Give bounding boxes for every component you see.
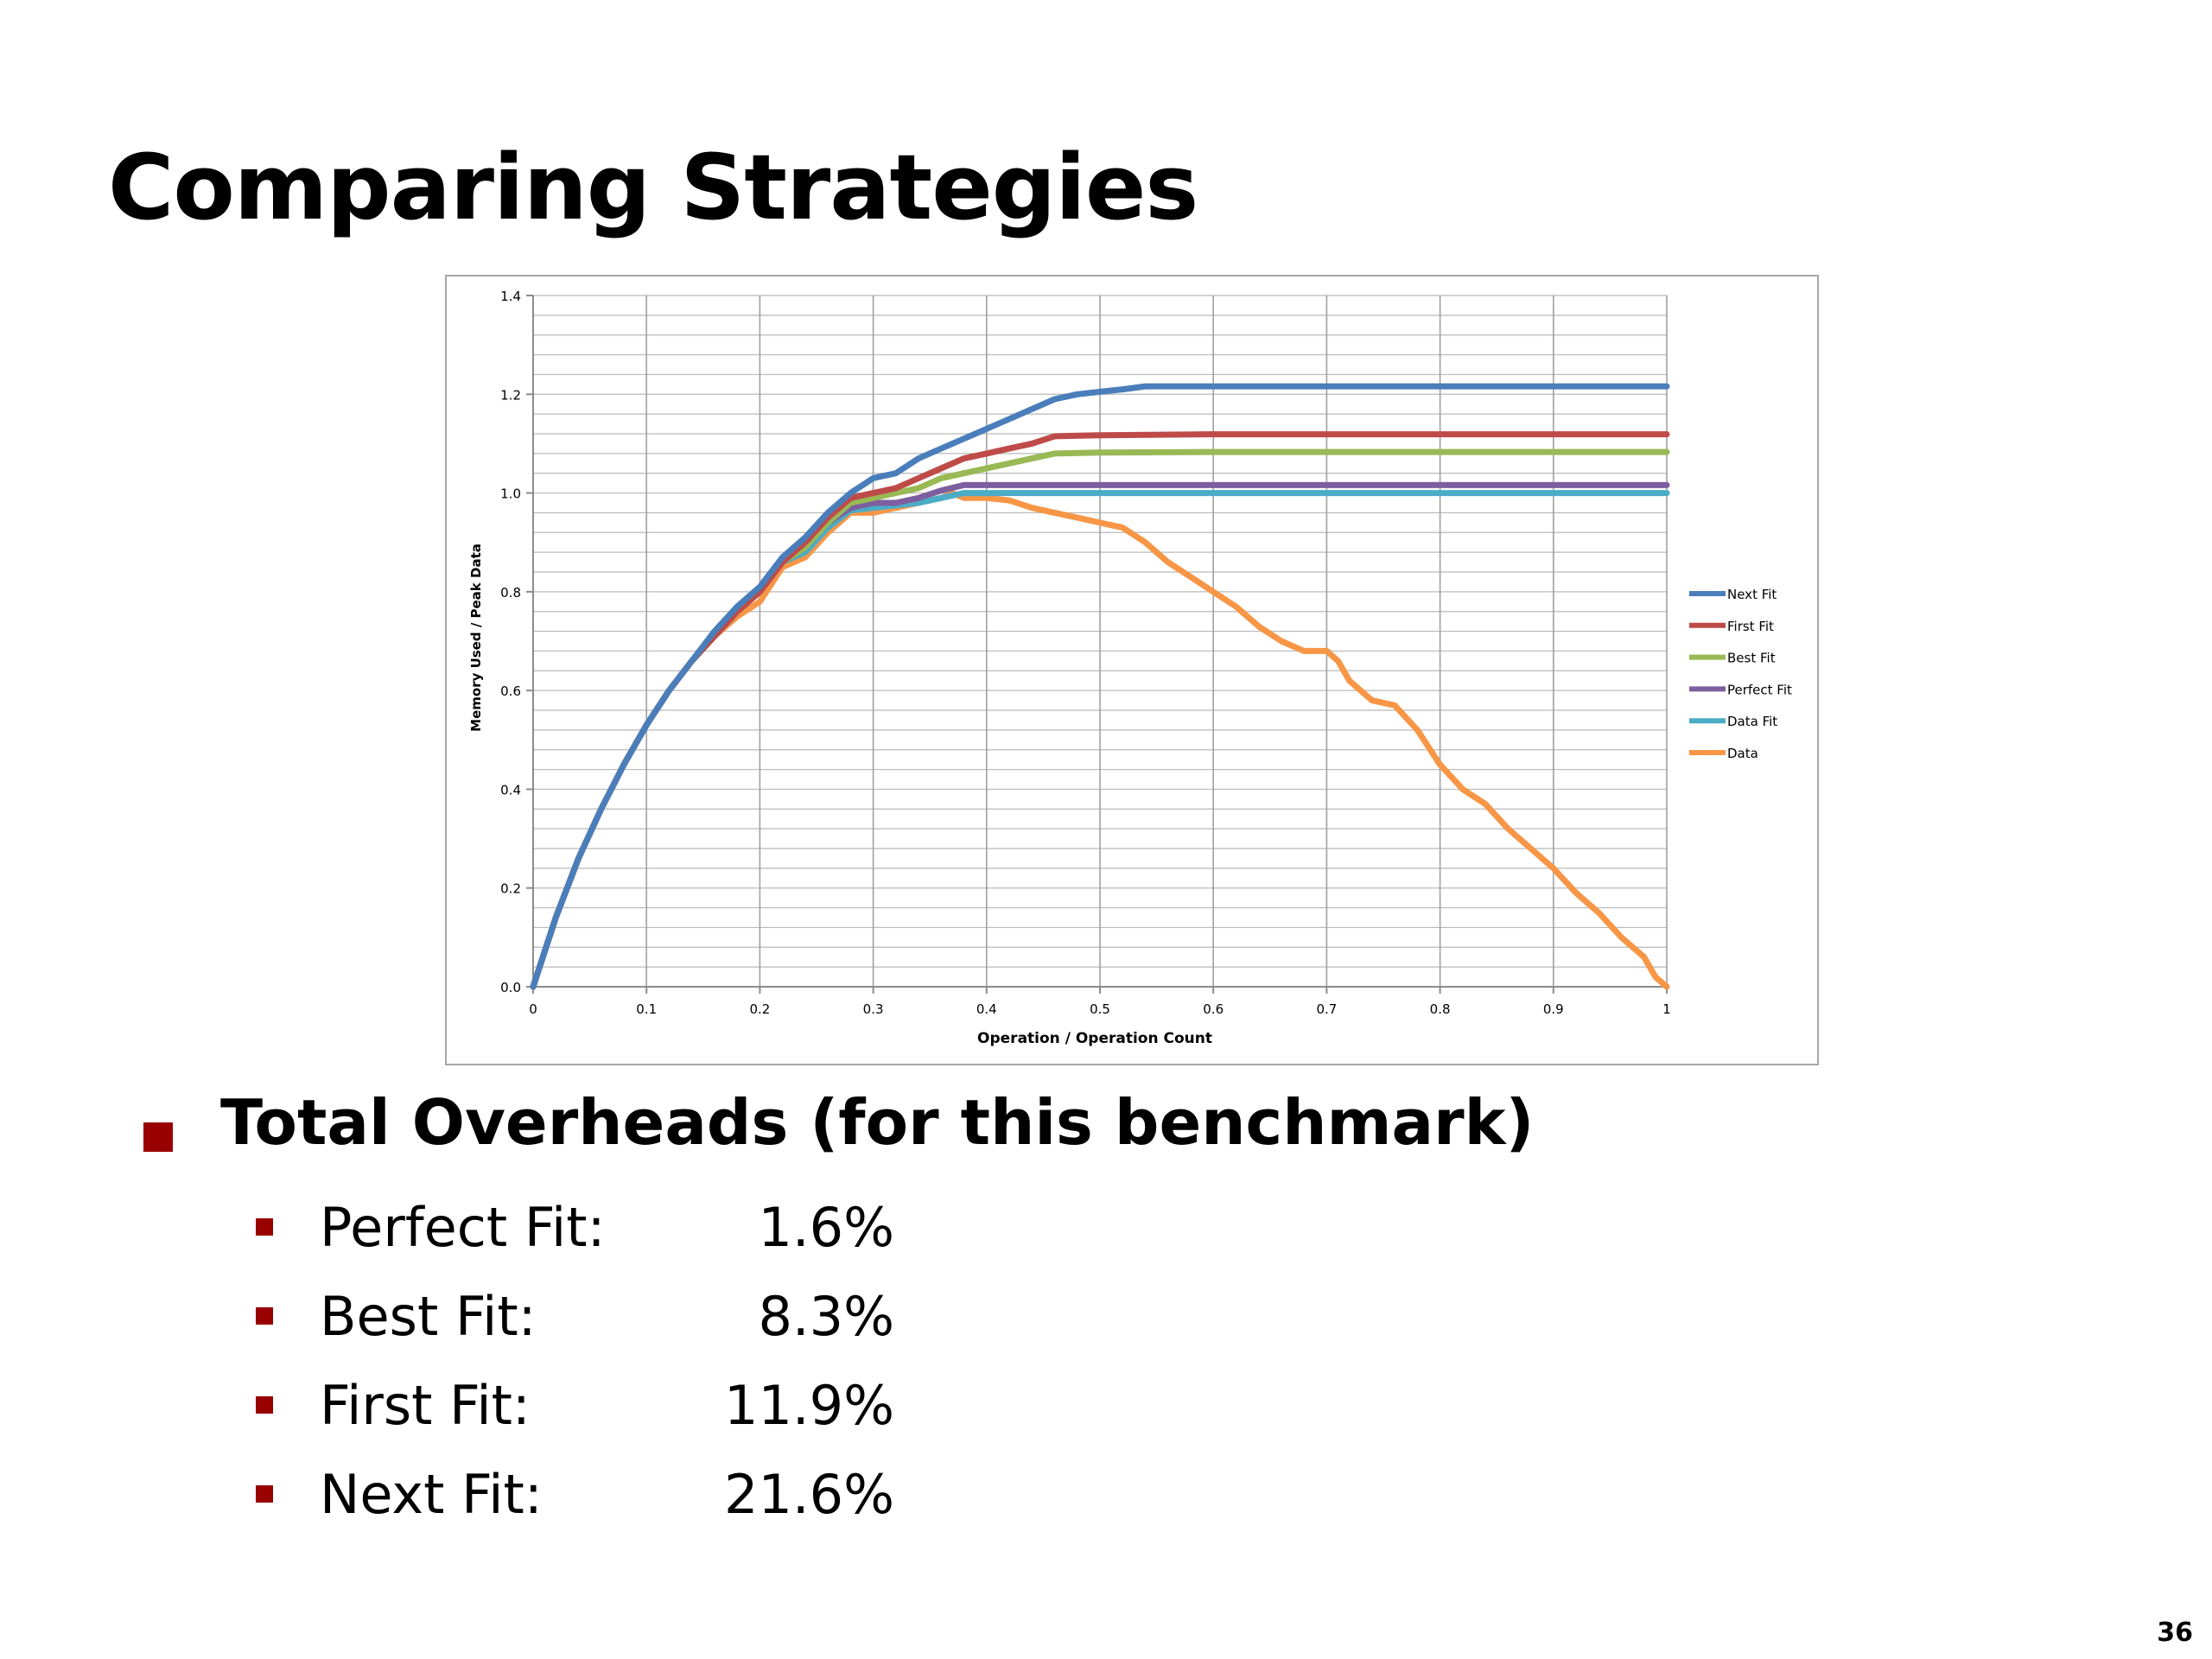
x-tick-label: 0.3 bbox=[863, 1001, 884, 1017]
y-tick-label: 0.0 bbox=[500, 980, 521, 995]
series-lines bbox=[530, 383, 1670, 990]
x-axis-label: Operation / Operation Count bbox=[977, 1030, 1212, 1047]
x-tick-label: 0.8 bbox=[1430, 1001, 1451, 1017]
bullet-square-icon bbox=[143, 1122, 173, 1152]
legend-label: Perfect Fit bbox=[1727, 682, 1792, 697]
legend-label: Best Fit bbox=[1727, 651, 1776, 666]
x-tick-label: 0.2 bbox=[749, 1001, 770, 1017]
overhead-value: 11.9% bbox=[724, 1374, 894, 1437]
overhead-label: Best Fit: bbox=[320, 1285, 537, 1348]
y-tick-label: 0.6 bbox=[500, 683, 521, 699]
overhead-item-next-fit: Next Fit: 21.6% bbox=[0, 1464, 2212, 1541]
y-axis-label: Memory Used / Peak Data bbox=[468, 543, 484, 732]
memory-usage-chart: 0.00.20.40.60.81.01.21.4 0 0.1 0.2 0.3 0.4 0.… bbox=[468, 289, 1792, 1047]
overhead-label: Next Fit: bbox=[320, 1463, 543, 1526]
bullet-square-icon bbox=[256, 1307, 273, 1325]
x-tick-label: 0.6 bbox=[1203, 1001, 1224, 1017]
overhead-label: First Fit: bbox=[320, 1374, 531, 1437]
x-tick-label: 0 bbox=[529, 1001, 537, 1017]
overheads-heading: Total Overheads (for this benchmark) bbox=[220, 1086, 1535, 1159]
legend-label: Data Fit bbox=[1727, 714, 1777, 729]
legend-label: Data bbox=[1727, 746, 1758, 761]
overhead-label: Perfect Fit: bbox=[320, 1196, 606, 1259]
overhead-value: 1.6% bbox=[758, 1196, 894, 1259]
x-tick-label: 0.9 bbox=[1543, 1001, 1564, 1017]
y-tick-labels: 0.0 0.2 0.4 0.6 0.8 1.0 1.2 1.4 bbox=[500, 289, 533, 995]
overhead-item-best-fit: Best Fit: 8.3% bbox=[0, 1286, 2212, 1363]
page-number: 36 bbox=[2157, 1618, 2193, 1648]
overhead-value: 8.3% bbox=[758, 1285, 894, 1348]
chart-frame: 0.0 0.2 0.4 0.6 0.8 1.0 1.2 1.4 0 0.1 0.2 0.3 0.4 0.… bbox=[445, 275, 1819, 1065]
bullet-square-icon bbox=[256, 1218, 273, 1236]
legend-label: First Fit bbox=[1727, 619, 1774, 634]
y-tick-label: 1.2 bbox=[500, 387, 521, 403]
major-gridlines bbox=[645, 296, 1668, 987]
bullet-square-icon bbox=[256, 1485, 273, 1503]
x-tick-label: 0.5 bbox=[1090, 1001, 1110, 1017]
overhead-item-perfect-fit: Perfect Fit: 1.6% bbox=[0, 1197, 2212, 1274]
y-tick-label: 1.0 bbox=[500, 486, 521, 502]
y-tick-label: 0.4 bbox=[500, 782, 521, 798]
series-line-next-fit bbox=[530, 383, 1670, 990]
y-tick-label: 0.2 bbox=[500, 881, 521, 897]
overhead-item-first-fit: First Fit: 11.9% bbox=[0, 1375, 2212, 1452]
y-tick-label: 0.8 bbox=[500, 585, 521, 601]
chart-legend: Next Fit First Fit Best Fit Perfect Fit Data… bbox=[1689, 587, 1792, 761]
legend-label: Next Fit bbox=[1727, 587, 1777, 602]
x-tick-label: 0.4 bbox=[976, 1001, 997, 1017]
x-tick-labels: 0 0.1 0.2 0.3 0.4 0.5 0.6 0.7 0.8 0.9 1 bbox=[529, 987, 1671, 1017]
x-tick-label: 1 bbox=[1662, 1001, 1671, 1017]
overhead-value: 21.6% bbox=[724, 1463, 894, 1526]
slide-title: Comparing Strategies bbox=[108, 135, 1198, 240]
bullet-square-icon bbox=[256, 1396, 273, 1414]
y-tick-label: 1.4 bbox=[500, 289, 521, 304]
x-tick-label: 0.7 bbox=[1316, 1001, 1337, 1017]
x-tick-label: 0.1 bbox=[636, 1001, 657, 1017]
